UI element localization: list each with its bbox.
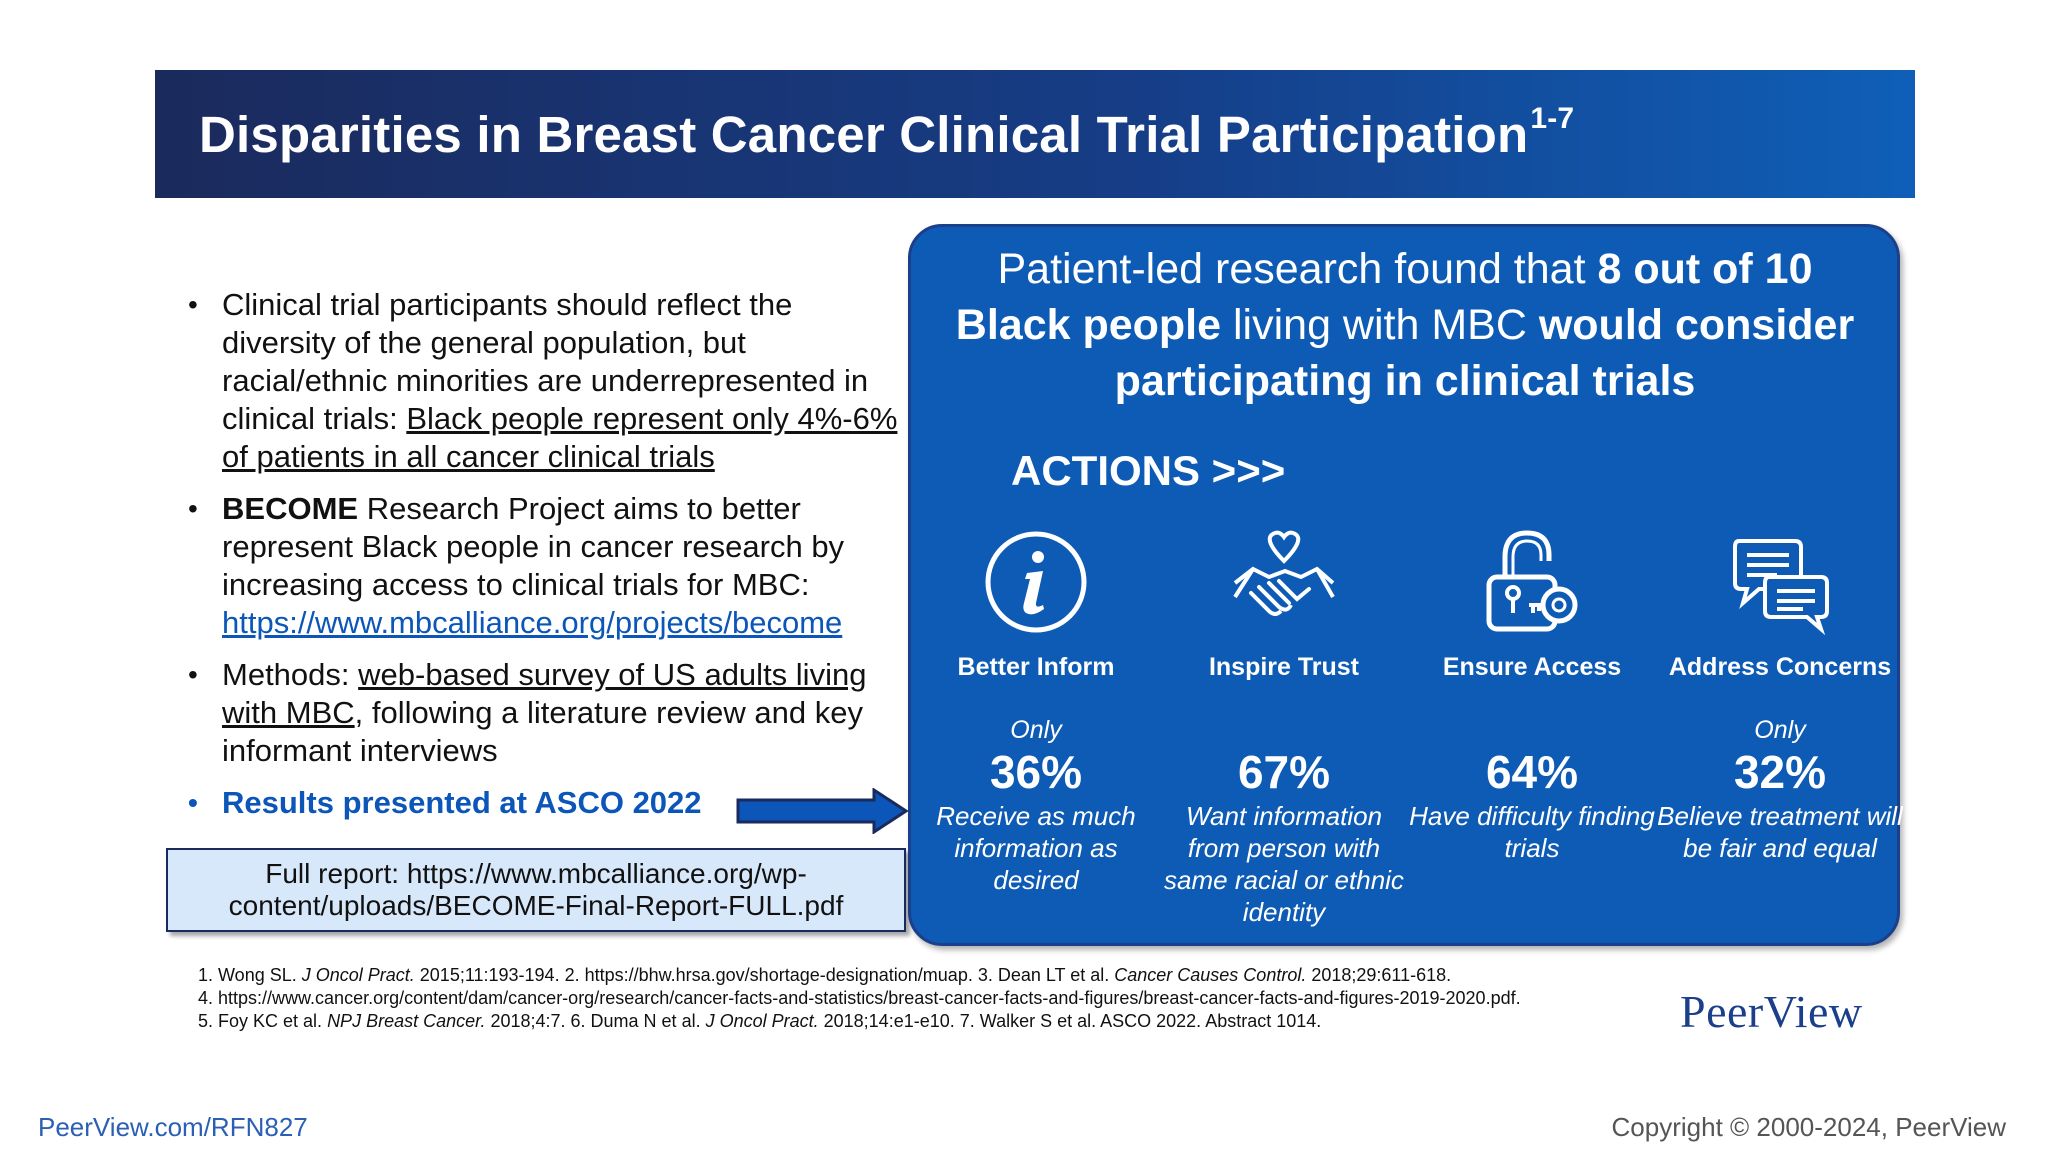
action-percent: 67% <box>1237 746 1331 798</box>
action-qualifier <box>1159 716 1409 746</box>
black-patients-statistic: Black people represent only 4%-6% of pat… <box>222 401 898 474</box>
action-label: Better Inform <box>957 653 1115 681</box>
bullet-methods: • Methods: web-based survey of US adults… <box>188 657 867 768</box>
action-inspire-trust: Inspire Trust 67% Want information from … <box>1159 527 1409 928</box>
action-address-concerns: Address Concerns Only 32% Believe treatm… <box>1655 527 1905 864</box>
action-qualifier: Only <box>1010 716 1062 744</box>
bullet-become: • BECOME Research Project aims to better… <box>188 491 845 640</box>
action-percent: 36% <box>989 746 1083 798</box>
full-report-box: Full report: https://www.mbcalliance.org… <box>166 848 906 932</box>
action-description: Believe treatment will be fair and equal <box>1657 801 1903 863</box>
footer-link[interactable]: PeerView.com/RFN827 <box>38 1112 308 1142</box>
bullet-participants: • Clinical trial participants should ref… <box>188 287 898 474</box>
bullet-dot: • <box>188 659 198 690</box>
action-ensure-access: Ensure Access 64% Have difficulty findin… <box>1407 527 1657 864</box>
action-description: Have difficulty finding trials <box>1409 801 1655 863</box>
action-better-inform: Better Inform Only 36% Receive as much i… <box>911 527 1161 896</box>
reference-line-2: 4. https://www.cancer.org/content/dam/ca… <box>198 988 1521 1008</box>
action-label: Ensure Access <box>1442 653 1622 681</box>
title-superscript: 1-7 <box>1530 101 1575 135</box>
references: 1. Wong SL. J Oncol Pract. 2015;11:193-1… <box>198 964 1648 1033</box>
action-qualifier <box>1407 716 1657 746</box>
reference-line-3: 5. Foy KC et al. NPJ Breast Cancer. 2018… <box>198 1011 1322 1031</box>
panel-headline: Patient-led research found that 8 out of… <box>955 245 1855 405</box>
bullet-list: • Clinical trial participants should ref… <box>180 286 900 836</box>
slide-title: Disparities in Breast Cancer Clinical Tr… <box>199 101 1575 163</box>
peerview-logo: PeerView <box>1680 986 1863 1037</box>
action-label: Address Concerns <box>1668 653 1892 681</box>
action-percent: 32% <box>1733 746 1827 798</box>
bullet-dot: • <box>188 787 198 818</box>
unlock-icon <box>1486 530 1578 632</box>
footer-copyright: Copyright © 2000-2024, PeerView <box>1611 1112 2006 1142</box>
bullet-dot: • <box>188 289 198 320</box>
chat-bubbles-icon <box>1733 539 1829 636</box>
action-label: Inspire Trust <box>1208 653 1360 681</box>
bullet-results: • Results presented at ASCO 2022 <box>188 785 702 820</box>
action-percent: 64% <box>1485 746 1579 798</box>
survey-description: web-based survey of US adults living wit… <box>222 657 867 730</box>
findings-panel: Patient-led research found that 8 out of… <box>908 224 1903 946</box>
title-bar: Disparities in Breast Cancer Clinical Tr… <box>155 70 1915 198</box>
handshake-heart-icon <box>1233 530 1335 616</box>
full-report-text[interactable]: Full report: https://www.mbcalliance.org… <box>228 858 844 921</box>
right-arrow-icon <box>736 788 908 834</box>
bullet-dot: • <box>188 493 198 524</box>
info-icon <box>985 531 1087 633</box>
become-label: BECOME <box>222 491 359 526</box>
action-description: Want information from person with same r… <box>1164 801 1404 927</box>
action-qualifier: Only <box>1754 716 1806 744</box>
become-project-link[interactable]: https://www.mbcalliance.org/projects/bec… <box>222 605 843 640</box>
reference-line-1: 1. Wong SL. J Oncol Pract. 2015;11:193-1… <box>198 965 1452 985</box>
action-description: Receive as much information as desired <box>936 801 1136 895</box>
actions-label: ACTIONS >>> <box>1011 447 1286 494</box>
